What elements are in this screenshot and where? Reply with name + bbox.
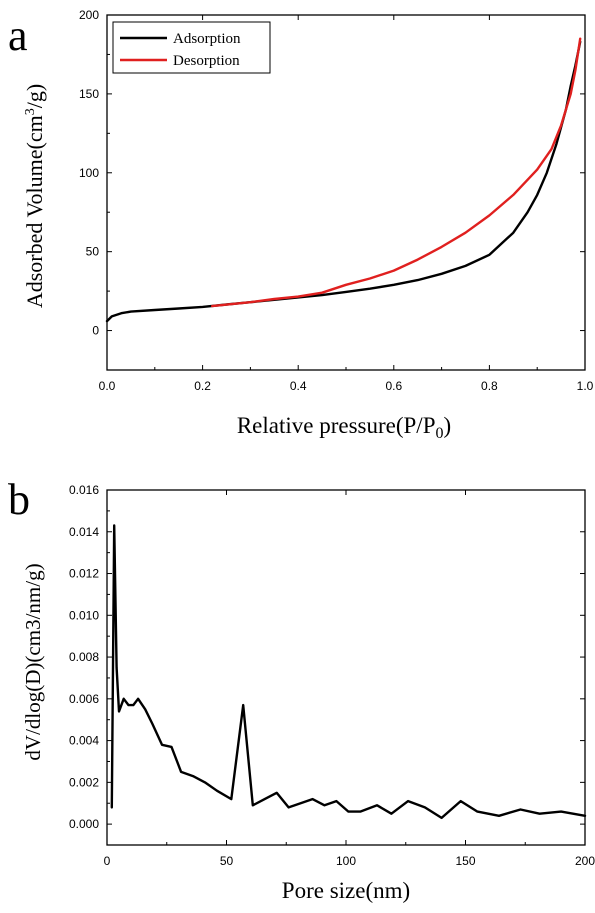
panel-a-legend: Adsorption Desorption [112, 21, 271, 74]
legend-box [112, 21, 271, 74]
y-tick-label: 0.002 [69, 775, 99, 789]
panel-b-ylabel: dV/dlog(D)(cm3/nm/g) [21, 563, 45, 760]
panel-a-ylabel-main: Adsorbed Volume(cm [22, 115, 47, 308]
x-tick-label: 200 [575, 854, 595, 868]
panel-b-axes: 0 50 100 150 200 0.000 0.002 0.004 0.006 0.008 0.0… [69, 483, 595, 868]
y-tick-label: 100 [79, 166, 99, 180]
y-tick-label: 0.012 [69, 567, 99, 581]
y-tick-label: 0.004 [69, 734, 99, 748]
panel-a-xlabel-main: Relative pressure(P/P [237, 413, 436, 438]
series-line-desorption [210, 37, 582, 308]
y-tick-label: 0.010 [69, 608, 99, 622]
y-tick-label: 0.008 [69, 650, 99, 664]
y-tick-label: 200 [79, 8, 99, 22]
panel-a-ylabel: Adsorbed Volume(cm3/g) [22, 84, 47, 308]
x-tick-label: 0 [104, 854, 111, 868]
panel-a-ylabel-sup: 3 [23, 108, 38, 115]
series-line-adsorption [105, 40, 582, 323]
panel-b-plot-area [110, 524, 587, 820]
legend-adsorption-label: Adsorption [173, 31, 241, 47]
y-tick-label: 150 [79, 87, 99, 101]
series-line-pore-distribution [110, 524, 587, 820]
panel-b-frame [106, 489, 586, 846]
legend-desorption-label: Desorption [173, 53, 240, 69]
y-tick-label: 0.016 [69, 483, 99, 497]
x-tick-label: 50 [220, 854, 234, 868]
panel-a-ylabel-end: /g) [22, 84, 47, 108]
x-tick-label: 1.0 [577, 379, 594, 393]
panel-a-letter: a [8, 11, 28, 60]
x-tick-label: 0.2 [194, 379, 211, 393]
x-tick-label: 0.0 [99, 379, 116, 393]
x-tick-label: 0.6 [385, 379, 402, 393]
x-tick-label: 0.4 [290, 379, 307, 393]
panel-a: a 0.0 0.2 0.4 0.6 0.8 1.0 0 50 100 150 200 Adsorpt… [8, 8, 594, 442]
panel-a-axes: 0.0 0.2 0.4 0.6 0.8 1.0 0 50 100 150 200 [79, 8, 594, 393]
x-tick-label: 100 [336, 854, 356, 868]
panel-b: b 0 50 100 150 2000.0000.0020.0040.0060.0080… [8, 475, 595, 903]
y-tick-label: 0.014 [69, 525, 99, 539]
panel-a-xlabel-sub: 0 [435, 425, 443, 442]
y-tick-label: 0.006 [69, 692, 99, 706]
y-tick-label: 50 [86, 245, 100, 259]
x-tick-label: 150 [455, 854, 475, 868]
y-tick-label: 0 [92, 324, 99, 338]
panel-b-xlabel: Pore size(nm) [282, 878, 410, 903]
panel-a-xlabel-end: ) [443, 413, 451, 438]
y-tick-label: 0.000 [69, 817, 99, 831]
x-tick-label: 0.8 [481, 379, 498, 393]
panel-b-letter: b [8, 475, 30, 524]
panel-a-xlabel: Relative pressure(P/P0) [237, 413, 451, 442]
panel-a-plot-area [105, 37, 582, 323]
